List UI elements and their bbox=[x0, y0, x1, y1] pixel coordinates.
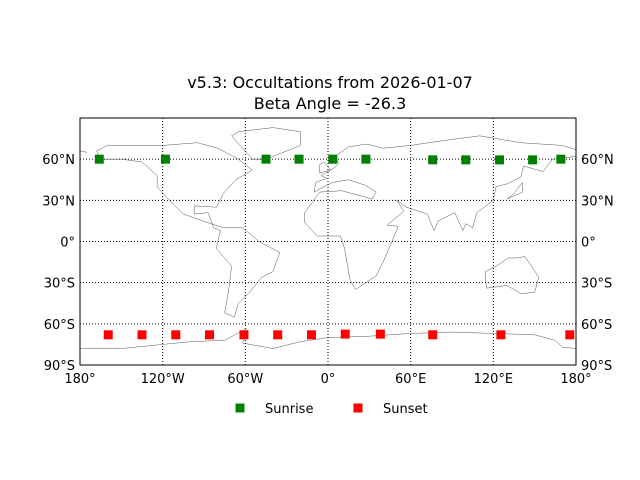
sunset-marker bbox=[340, 329, 350, 339]
y-tick-label-right: 60°N bbox=[581, 153, 614, 168]
legend-marker-sunrise bbox=[235, 403, 245, 413]
coastline bbox=[313, 135, 577, 193]
sunrise-marker bbox=[160, 154, 170, 164]
legend-label-sunset: Sunset bbox=[383, 402, 428, 417]
sunset-marker bbox=[273, 330, 283, 340]
y-tick-label-right: 60°S bbox=[581, 318, 612, 333]
y-tick-label-right: 30°N bbox=[581, 194, 614, 209]
x-tick-label: 180° bbox=[560, 372, 591, 387]
sunset-marker bbox=[496, 330, 506, 340]
y-tick-label-left: 90°S bbox=[44, 359, 75, 374]
legend-label-sunrise: Sunrise bbox=[265, 402, 313, 417]
sunrise-marker bbox=[461, 155, 471, 165]
y-tick-label-left: 30°S bbox=[44, 277, 75, 292]
sunset-marker bbox=[137, 330, 147, 340]
tick-labels: 180° 120°W 60°W 0° 60°E 120°E 180° 60°N 60°N 30°N… bbox=[42, 153, 614, 387]
sunset-marker bbox=[171, 330, 181, 340]
sunset-marker bbox=[428, 330, 438, 340]
coastlines bbox=[79, 127, 577, 349]
sunset-marker bbox=[306, 330, 316, 340]
sunrise-marker bbox=[528, 155, 538, 165]
sunrise-marker bbox=[495, 155, 505, 165]
sunset-marker bbox=[239, 330, 249, 340]
y-tick-label-right: 0° bbox=[581, 236, 596, 251]
sunset-marker bbox=[103, 330, 113, 340]
coastline bbox=[319, 161, 332, 174]
coastline bbox=[231, 127, 301, 160]
sunset-marker bbox=[205, 330, 215, 340]
x-tick-label: 60°E bbox=[395, 372, 426, 387]
y-tick-label-left: 30°N bbox=[42, 194, 75, 209]
sunrise-marker bbox=[94, 154, 104, 164]
data-markers bbox=[94, 154, 575, 340]
sunrise-marker bbox=[361, 154, 371, 164]
sunset-marker bbox=[375, 329, 385, 339]
coastline bbox=[484, 256, 540, 294]
sunrise-marker bbox=[428, 155, 438, 165]
chart-title-line2: Beta Angle = -26.3 bbox=[253, 94, 407, 113]
coastline bbox=[304, 156, 577, 290]
sunset-marker bbox=[565, 330, 575, 340]
chart-title-line1: v5.3: Occultations from 2026-01-07 bbox=[187, 73, 473, 92]
x-tick-label: 0° bbox=[321, 372, 336, 387]
sunrise-marker bbox=[294, 154, 304, 164]
x-tick-label: 120°E bbox=[474, 372, 514, 387]
coastline bbox=[79, 150, 87, 153]
x-tick-label: 120°W bbox=[141, 372, 185, 387]
coastline bbox=[506, 181, 523, 200]
x-tick-label: 180° bbox=[64, 372, 95, 387]
y-tick-label-left: 60°N bbox=[42, 153, 75, 168]
coastline bbox=[80, 329, 577, 349]
y-tick-label-right: 90°S bbox=[581, 359, 612, 374]
x-tick-label: 60°W bbox=[227, 372, 263, 387]
coastline bbox=[96, 142, 281, 318]
graticule bbox=[80, 118, 576, 365]
sunrise-marker bbox=[261, 154, 271, 164]
map-frame bbox=[79, 117, 577, 366]
legend: Sunrise Sunset bbox=[235, 402, 428, 417]
y-tick-label-right: 30°S bbox=[581, 277, 612, 292]
y-tick-label-left: 60°S bbox=[44, 318, 75, 333]
y-tick-label-left: 0° bbox=[60, 236, 75, 251]
sunrise-marker bbox=[556, 154, 566, 164]
sunrise-marker bbox=[328, 154, 338, 164]
legend-marker-sunset bbox=[353, 403, 363, 413]
